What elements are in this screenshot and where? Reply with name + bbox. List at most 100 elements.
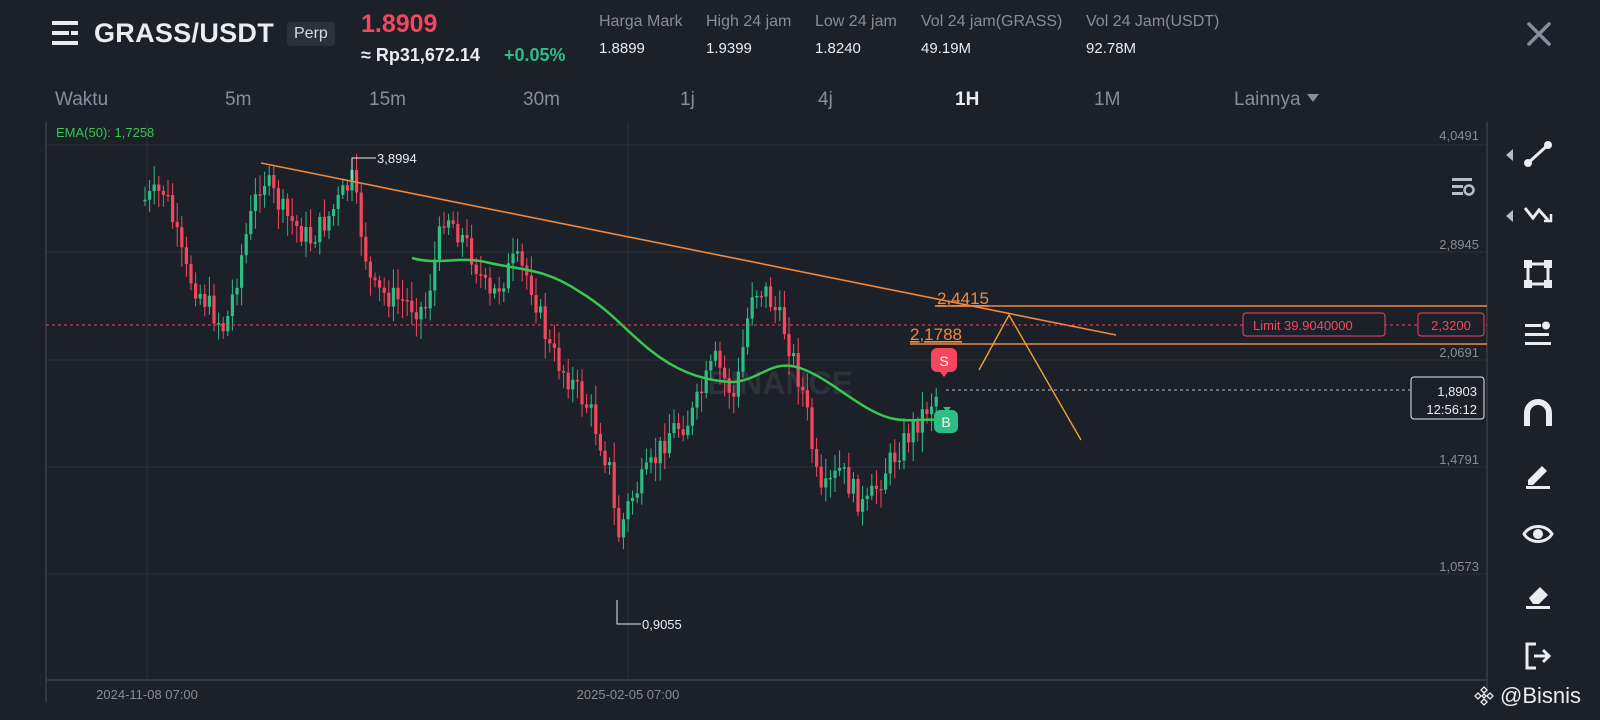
price-tick: 4,0491 <box>1439 128 1479 143</box>
candle-body <box>732 392 736 397</box>
tab-4j[interactable]: 4j <box>818 89 833 110</box>
candle-body <box>203 294 207 307</box>
eye-icon[interactable] <box>1522 518 1554 550</box>
candle-body <box>212 295 216 324</box>
candle-body <box>368 261 372 278</box>
candle-body <box>442 226 446 228</box>
candle-body <box>736 371 740 397</box>
price-tick: 1,0573 <box>1439 559 1479 574</box>
candle-body <box>465 234 469 239</box>
candle-body <box>810 407 814 450</box>
eraser-icon[interactable] <box>1522 578 1554 610</box>
chart-settings-icon[interactable] <box>1451 176 1475 198</box>
candle-body <box>309 227 313 244</box>
candle-body <box>336 194 340 209</box>
candle-body <box>543 306 547 340</box>
current-price-label: 1,8903 <box>1437 384 1477 399</box>
trendline-tool-icon[interactable] <box>1522 138 1554 170</box>
rectangle-tool-icon[interactable] <box>1522 258 1554 290</box>
candle-body <box>677 423 681 430</box>
candle-body <box>842 467 846 469</box>
candle-body <box>870 485 874 496</box>
candle-body <box>773 307 777 311</box>
sell-marker-label: S <box>939 353 948 369</box>
price-change: +0.05% <box>504 45 566 65</box>
candle-body <box>460 234 464 243</box>
credit-label: @Bisnis <box>1500 683 1582 708</box>
candle-body <box>594 404 598 435</box>
ema-line <box>411 256 939 422</box>
candle-body <box>640 469 644 494</box>
fib-tool-icon[interactable] <box>1522 318 1554 350</box>
candle-body <box>359 192 363 237</box>
candle-body <box>378 280 382 288</box>
candle-body <box>575 379 579 382</box>
candle-body <box>704 370 708 394</box>
candle-body <box>401 299 405 301</box>
candle-body <box>286 198 290 217</box>
menu-icon[interactable] <box>52 20 80 46</box>
projection-path <box>978 313 1082 441</box>
timeframe-tabs: Waktu 5m 15m 30m 1j 4j 1H 1M Lainnya <box>0 86 1600 196</box>
candle-body <box>828 477 832 480</box>
candle-body <box>396 287 400 300</box>
candle-body <box>851 478 855 494</box>
candle-body <box>815 449 819 467</box>
candle-body <box>263 185 267 195</box>
pair-title[interactable]: GRASS/USDT <box>94 18 275 48</box>
tab-1h[interactable]: 1H <box>955 89 980 110</box>
candle-body <box>681 429 685 436</box>
limit-price: 2,3200 <box>1431 318 1471 333</box>
candle-body <box>884 473 888 490</box>
close-icon[interactable] <box>1526 21 1552 47</box>
candle-body <box>801 386 805 391</box>
last-price: 1.8909 <box>361 10 438 38</box>
candle-body <box>603 450 607 466</box>
header-bar: GRASS/USDT Perp 1.8909 ≈ Rp31,672.14 +0.… <box>0 0 1600 86</box>
candle-body <box>373 277 377 281</box>
level-label-lower: 2,1788 <box>910 325 962 344</box>
high-marker-line <box>351 157 376 180</box>
candle-body <box>746 318 750 348</box>
candle-body <box>488 277 492 294</box>
candle-body <box>451 220 455 224</box>
tab-1j[interactable]: 1j <box>680 89 695 110</box>
candle-body <box>644 462 648 470</box>
candle-body <box>281 198 285 210</box>
expand-arrow-icon[interactable] <box>1506 149 1513 161</box>
candle-body <box>184 247 188 265</box>
candle-body <box>934 396 938 407</box>
candle-body <box>654 457 658 464</box>
tab-waktu[interactable]: Waktu <box>55 89 109 110</box>
candle-body <box>387 292 391 307</box>
binance-logo-icon <box>1474 686 1494 706</box>
candle-body <box>930 406 934 415</box>
buy-marker[interactable]: B <box>934 407 958 433</box>
candle-body <box>782 307 786 335</box>
candle-body <box>230 294 234 317</box>
candle-body <box>819 466 823 488</box>
tab-5m[interactable]: 5m <box>225 89 252 110</box>
magnet-icon[interactable] <box>1522 398 1554 430</box>
tab-15m[interactable]: 15m <box>369 89 406 110</box>
tab-more[interactable]: Lainnya <box>1234 89 1319 111</box>
candle-body <box>534 294 538 313</box>
candle-body <box>410 300 414 313</box>
candle-body <box>382 287 386 293</box>
candle-body <box>447 220 451 228</box>
limit-label: Limit 39.9040000 <box>1253 318 1353 333</box>
exit-icon[interactable] <box>1522 640 1554 672</box>
tab-1m[interactable]: 1M <box>1094 89 1121 110</box>
candle-body <box>649 457 653 463</box>
candle-body <box>180 227 184 248</box>
pencil-icon[interactable] <box>1522 458 1554 490</box>
sell-marker[interactable]: S <box>931 348 957 377</box>
tab-30m[interactable]: 30m <box>523 89 560 110</box>
candle-body <box>888 452 892 474</box>
wave-tool-icon[interactable] <box>1522 199 1554 231</box>
candle-body <box>221 323 225 332</box>
date-tick: 2025-02-05 07:00 <box>577 687 680 702</box>
candle-body <box>437 226 441 260</box>
expand-arrow-icon[interactable] <box>1506 210 1513 222</box>
